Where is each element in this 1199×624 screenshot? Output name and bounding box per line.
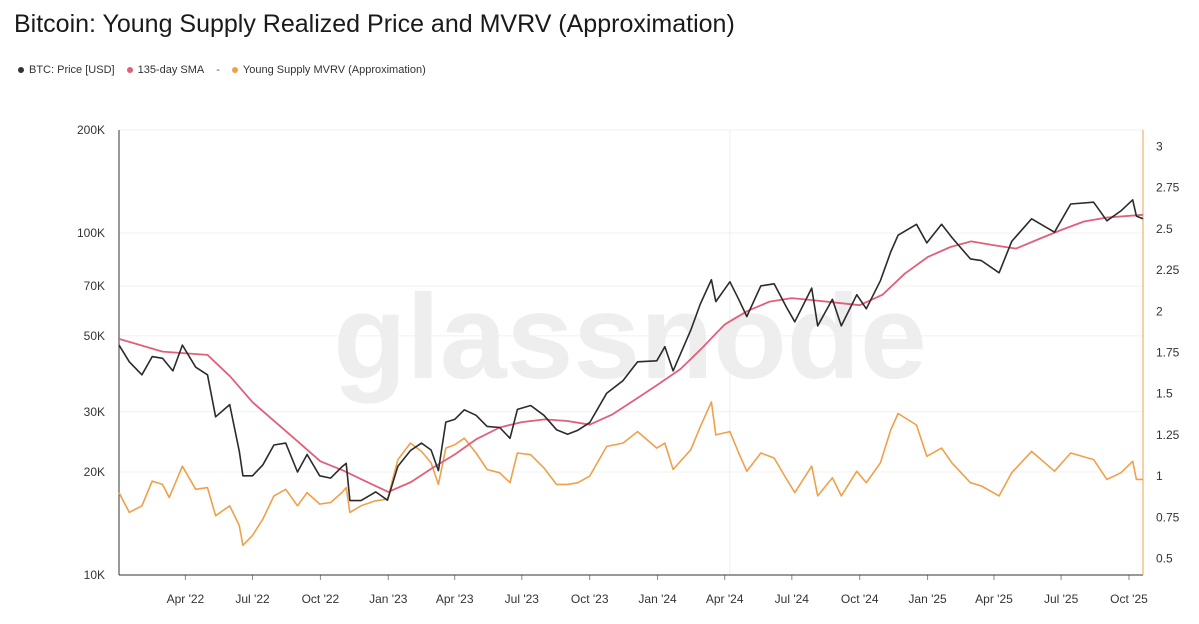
y-right-tick-label: 2 (1156, 304, 1163, 318)
x-tick-label: Oct '23 (571, 592, 609, 606)
y-right-tick-label: 2.25 (1156, 263, 1180, 277)
series-line-btc-price (118, 199, 1144, 502)
x-tick-label: Jul '22 (235, 592, 270, 606)
x-tick-label: Apr '22 (167, 592, 205, 606)
legend-separator: - (216, 64, 220, 76)
x-tick-label: Jul '23 (505, 592, 540, 606)
y-right-tick-label: 1 (1156, 469, 1163, 483)
x-tick-label: Jan '23 (369, 592, 408, 606)
x-tick-label: Apr '25 (975, 592, 1013, 606)
y-right-tick-label: 2.5 (1156, 222, 1173, 236)
legend-label-btc-price: BTC: Price [USD] (29, 64, 115, 76)
legend-label-sma: 135-day SMA (137, 64, 205, 76)
series-line-sma (118, 213, 1144, 493)
x-tick-label: Oct '25 (1110, 592, 1148, 606)
series-lines (118, 199, 1144, 547)
x-tick-label: Jan '24 (638, 592, 677, 606)
x-tick-label: Jul '24 (775, 592, 810, 606)
legend-item-mvrv[interactable]: Young Supply MVRV (Approximation) (231, 64, 426, 76)
y-right-tick-label: 1.25 (1156, 428, 1180, 442)
y-right-tick-label: 2.75 (1156, 181, 1180, 195)
chart-title: Bitcoin: Young Supply Realized Price and… (14, 10, 735, 38)
x-tick-label: Jan '25 (908, 592, 947, 606)
y-left-tick-label: 50K (84, 329, 105, 343)
y-right-tick-label: 0.75 (1156, 510, 1180, 524)
y-right-tick-label: 3 (1156, 139, 1163, 153)
legend-swatch-sma (126, 67, 133, 73)
legend-item-btc-price[interactable]: BTC: Price [USD] (18, 64, 115, 76)
x-tick-label: Oct '24 (841, 592, 879, 606)
y-right-tick-label: 0.5 (1156, 552, 1173, 566)
chart-legend: BTC: Price [USD] 135-day SMA - Young Sup… (18, 64, 438, 76)
y-left-tick-label: 200K (77, 123, 105, 137)
axes (118, 130, 1144, 580)
y-left-tick-label: 100K (77, 226, 105, 240)
tick-labels: 10K 20K 30K 50K 70K 100K 200K 0.5 0.75 1 1.25 1.5 1.… (77, 123, 1180, 606)
y-left-tick-label: 30K (84, 405, 105, 419)
y-left-tick-label: 10K (84, 568, 105, 582)
y-left-tick-label: 70K (84, 279, 105, 293)
watermark-logo: glassnode (333, 270, 927, 404)
x-tick-label: Oct '22 (302, 592, 340, 606)
y-right-tick-label: 1.75 (1156, 346, 1180, 360)
y-left-tick-label: 20K (84, 465, 105, 479)
legend-label-mvrv: Young Supply MVRV (Approximation) (242, 64, 426, 76)
legend-item-sma[interactable]: 135-day SMA (126, 64, 205, 76)
x-tick-label: Apr '23 (436, 592, 474, 606)
legend-swatch-mvrv (231, 67, 238, 73)
legend-swatch-btc-price (18, 67, 24, 73)
y-right-tick-label: 1.5 (1156, 387, 1173, 401)
x-tick-label: Apr '24 (706, 592, 744, 606)
x-tick-label: Jul '25 (1044, 592, 1079, 606)
series-line-mvrv (118, 401, 1143, 547)
